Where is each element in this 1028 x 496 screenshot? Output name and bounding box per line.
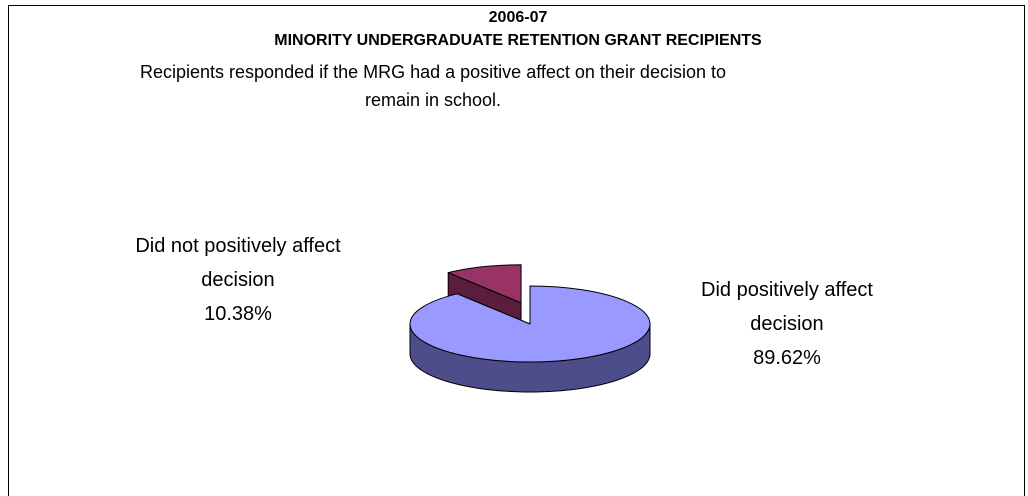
chart-title: 2006-07 [488, 9, 548, 26]
annotation: Recipients responded if the MRG had a po… [139, 62, 726, 110]
slice-label: Did positively affect decision [701, 279, 873, 335]
slice-value-label: 10.38% [204, 303, 272, 325]
slice-value-label: 89.62% [753, 347, 821, 369]
slice [447, 264, 522, 304]
chart-frame [8, 5, 1025, 496]
slice [409, 285, 651, 363]
slice-label: Did not positively affect decision [135, 235, 341, 291]
chart-subtitle: MINORITY UNDERGRADUATE RETENTION GRANT R… [274, 32, 762, 49]
